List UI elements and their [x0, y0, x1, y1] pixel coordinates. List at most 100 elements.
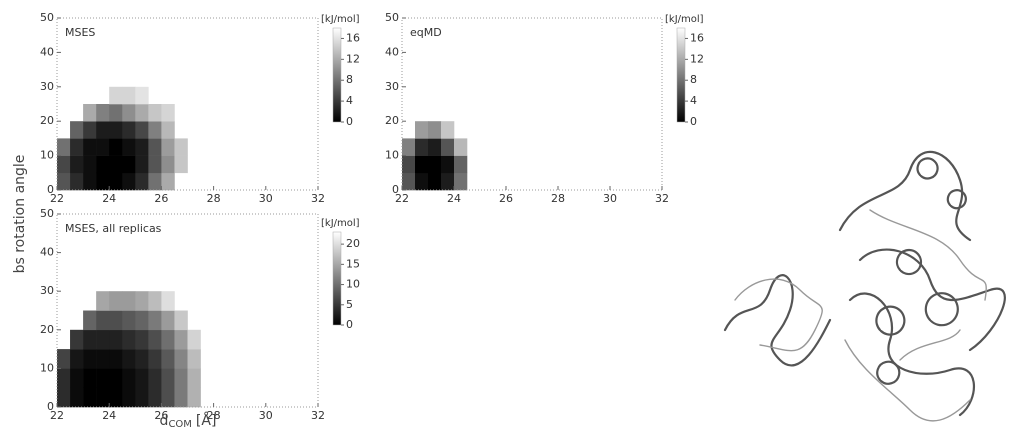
colorbar-tick-label: 16 — [346, 31, 360, 44]
colorbar-tick-label: 0 — [690, 115, 697, 128]
heat-cell — [428, 138, 442, 156]
heat-cell — [415, 138, 429, 156]
heat-cell — [109, 86, 123, 105]
x-tick-label: 22 — [395, 192, 409, 205]
colorbar-tick-label: 20 — [346, 237, 360, 250]
heat-cell — [174, 310, 188, 331]
heat-cell — [135, 291, 149, 311]
heat-cell — [122, 86, 136, 105]
colorbar — [676, 27, 686, 123]
heat-cell — [441, 155, 455, 174]
colorbar-label: [kJ/mol] — [321, 218, 360, 229]
x-tick-label: 30 — [259, 409, 273, 422]
x-tick-label: 24 — [447, 192, 461, 205]
colorbar-tick-label: 0 — [346, 115, 353, 128]
heat-cell — [122, 104, 136, 122]
heat-cell — [122, 172, 136, 191]
heat-cell — [122, 155, 136, 174]
heat-cell — [83, 329, 97, 350]
x-axis-label-sub: COM — [168, 419, 191, 429]
heat-cell — [454, 155, 468, 174]
heat-cell — [187, 329, 201, 350]
colorbar — [332, 27, 342, 123]
colorbar-tick-label: 10 — [346, 278, 360, 291]
heat-cell — [148, 387, 162, 408]
heat-cell — [161, 291, 175, 311]
heat-cell — [96, 172, 110, 191]
heat-cell — [70, 329, 84, 350]
panel-title: eqMD — [410, 26, 442, 39]
heat-cell — [83, 155, 97, 174]
y-tick-label: 50 — [40, 11, 54, 24]
heat-cell — [174, 155, 188, 174]
heat-cell — [109, 155, 123, 174]
colorbar-tick-label: 8 — [690, 73, 697, 86]
heat-cell — [96, 329, 110, 350]
panel-title: MSES, all replicas — [65, 222, 162, 235]
colorbar-tick-label: 8 — [346, 73, 353, 86]
heat-cell — [161, 387, 175, 408]
heat-cell — [148, 155, 162, 174]
heat-cell — [135, 155, 149, 174]
heat-cell — [122, 310, 136, 331]
heat-cell — [161, 155, 175, 174]
heat-cell — [402, 138, 416, 156]
y-tick-label: 10 — [385, 149, 399, 162]
heat-cell — [96, 368, 110, 388]
heat-cell — [70, 138, 84, 156]
heat-cell — [428, 121, 442, 139]
y-tick-label: 30 — [40, 80, 54, 93]
x-tick-label: 26 — [499, 192, 513, 205]
heat-cell — [83, 172, 97, 191]
heat-cell — [122, 138, 136, 156]
plot-frame — [56, 213, 319, 408]
heat-cell — [148, 291, 162, 311]
heat-cell — [57, 387, 71, 408]
heat-cell — [70, 155, 84, 174]
heat-cell — [122, 349, 136, 369]
panel-title: MSES — [65, 26, 95, 39]
colorbar-tick-label: 4 — [346, 94, 353, 107]
heat-cell — [135, 310, 149, 331]
x-tick-label: 26 — [154, 192, 168, 205]
heat-cell — [122, 368, 136, 388]
heat-cell — [83, 138, 97, 156]
heat-cell — [161, 104, 175, 122]
y-tick-label: 40 — [385, 45, 399, 58]
y-tick-label: 10 — [40, 361, 54, 374]
y-tick-label: 30 — [40, 284, 54, 297]
x-tick-label: 32 — [311, 409, 325, 422]
heat-cell — [148, 368, 162, 388]
x-tick-label: 24 — [102, 192, 116, 205]
colorbar-tick-label: 15 — [346, 257, 360, 270]
heat-cell — [428, 155, 442, 174]
x-tick-label: 28 — [207, 409, 221, 422]
heat-cell — [122, 121, 136, 139]
heat-cell — [174, 138, 188, 156]
heat-cell — [70, 387, 84, 408]
y-tick-label: 40 — [40, 45, 54, 58]
y-tick-label: 20 — [385, 114, 399, 127]
heat-cell — [441, 138, 455, 156]
heat-cell — [161, 310, 175, 331]
plot-frame — [401, 17, 663, 191]
heat-cell — [109, 104, 123, 122]
heat-cell — [174, 349, 188, 369]
x-axis-label-unit: [Å] — [196, 412, 217, 429]
y-tick-label: 50 — [40, 207, 54, 220]
heat-cell — [70, 172, 84, 191]
heat-cell — [109, 138, 123, 156]
x-tick-label: 32 — [311, 192, 325, 205]
heat-cell — [174, 387, 188, 408]
heat-cell — [148, 310, 162, 331]
heat-cell — [135, 387, 149, 408]
heat-cell — [70, 349, 84, 369]
heat-cell — [57, 138, 71, 156]
heat-cell — [148, 172, 162, 191]
x-tick-label: 28 — [207, 192, 221, 205]
heat-cell — [96, 291, 110, 311]
heat-cell — [148, 138, 162, 156]
colorbar-tick-label: 12 — [346, 52, 360, 65]
heat-cell — [57, 172, 71, 191]
